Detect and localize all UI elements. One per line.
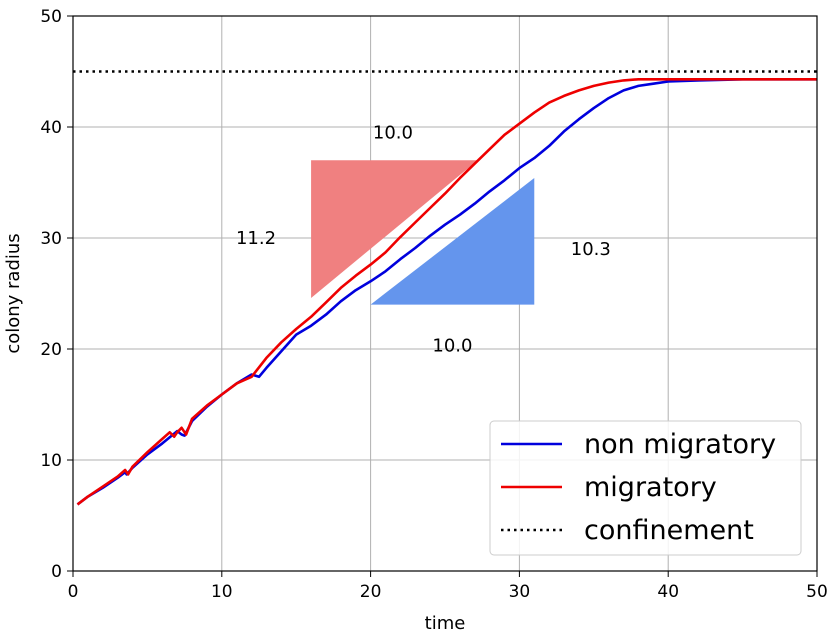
slope-label: 10.0 [373,123,413,144]
y-tick-label: 0 [51,562,62,582]
x-tick-label: 30 [509,582,531,602]
slope-triangles [311,160,535,305]
x-tick-label: 10 [211,582,233,602]
series-line-non-migratory [76,78,817,506]
slope-label: 10.3 [571,239,611,260]
legend: non migratory migratory confinement [489,420,802,556]
legend-label-migratory: migratory [584,472,717,503]
x-tick-label: 40 [657,582,679,602]
series-layer [73,70,817,506]
grid-layer [72,15,818,572]
y-tick-label: 20 [40,340,62,360]
tick-layer: 0 10 20 30 40 50 0 10 20 30 40 50 [40,7,827,602]
legend-label-non-migratory: non migratory [584,429,776,460]
plot-frame [72,15,818,572]
y-tick-label: 30 [40,229,62,249]
y-tick-label: 10 [40,451,62,471]
x-axis-label: time [425,613,466,634]
x-tick-label: 20 [360,582,382,602]
x-tick-label: 0 [68,582,79,602]
slope-triangle-0 [311,160,478,298]
y-tick-label: 40 [40,118,62,138]
y-tick-label: 50 [40,7,62,27]
slope-triangle-1 [370,178,535,305]
legend-label-confinement: confinement [584,515,754,546]
y-axis-label: colony radius [3,233,24,353]
slope-label: 11.2 [236,228,276,249]
x-tick-label: 50 [806,582,828,602]
series-line-migratory [76,78,817,506]
annotation-layer: 10.0 11.2 10.0 10.3 [236,123,611,357]
slope-label: 10.0 [432,336,472,357]
legend-box [489,420,802,556]
